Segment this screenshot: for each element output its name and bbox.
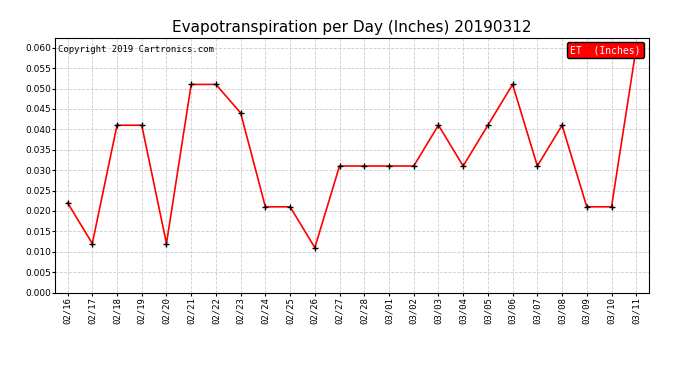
Text: Copyright 2019 Cartronics.com: Copyright 2019 Cartronics.com bbox=[58, 45, 214, 54]
Legend: ET  (Inches): ET (Inches) bbox=[567, 42, 644, 58]
Title: Evapotranspiration per Day (Inches) 20190312: Evapotranspiration per Day (Inches) 2019… bbox=[172, 20, 532, 35]
